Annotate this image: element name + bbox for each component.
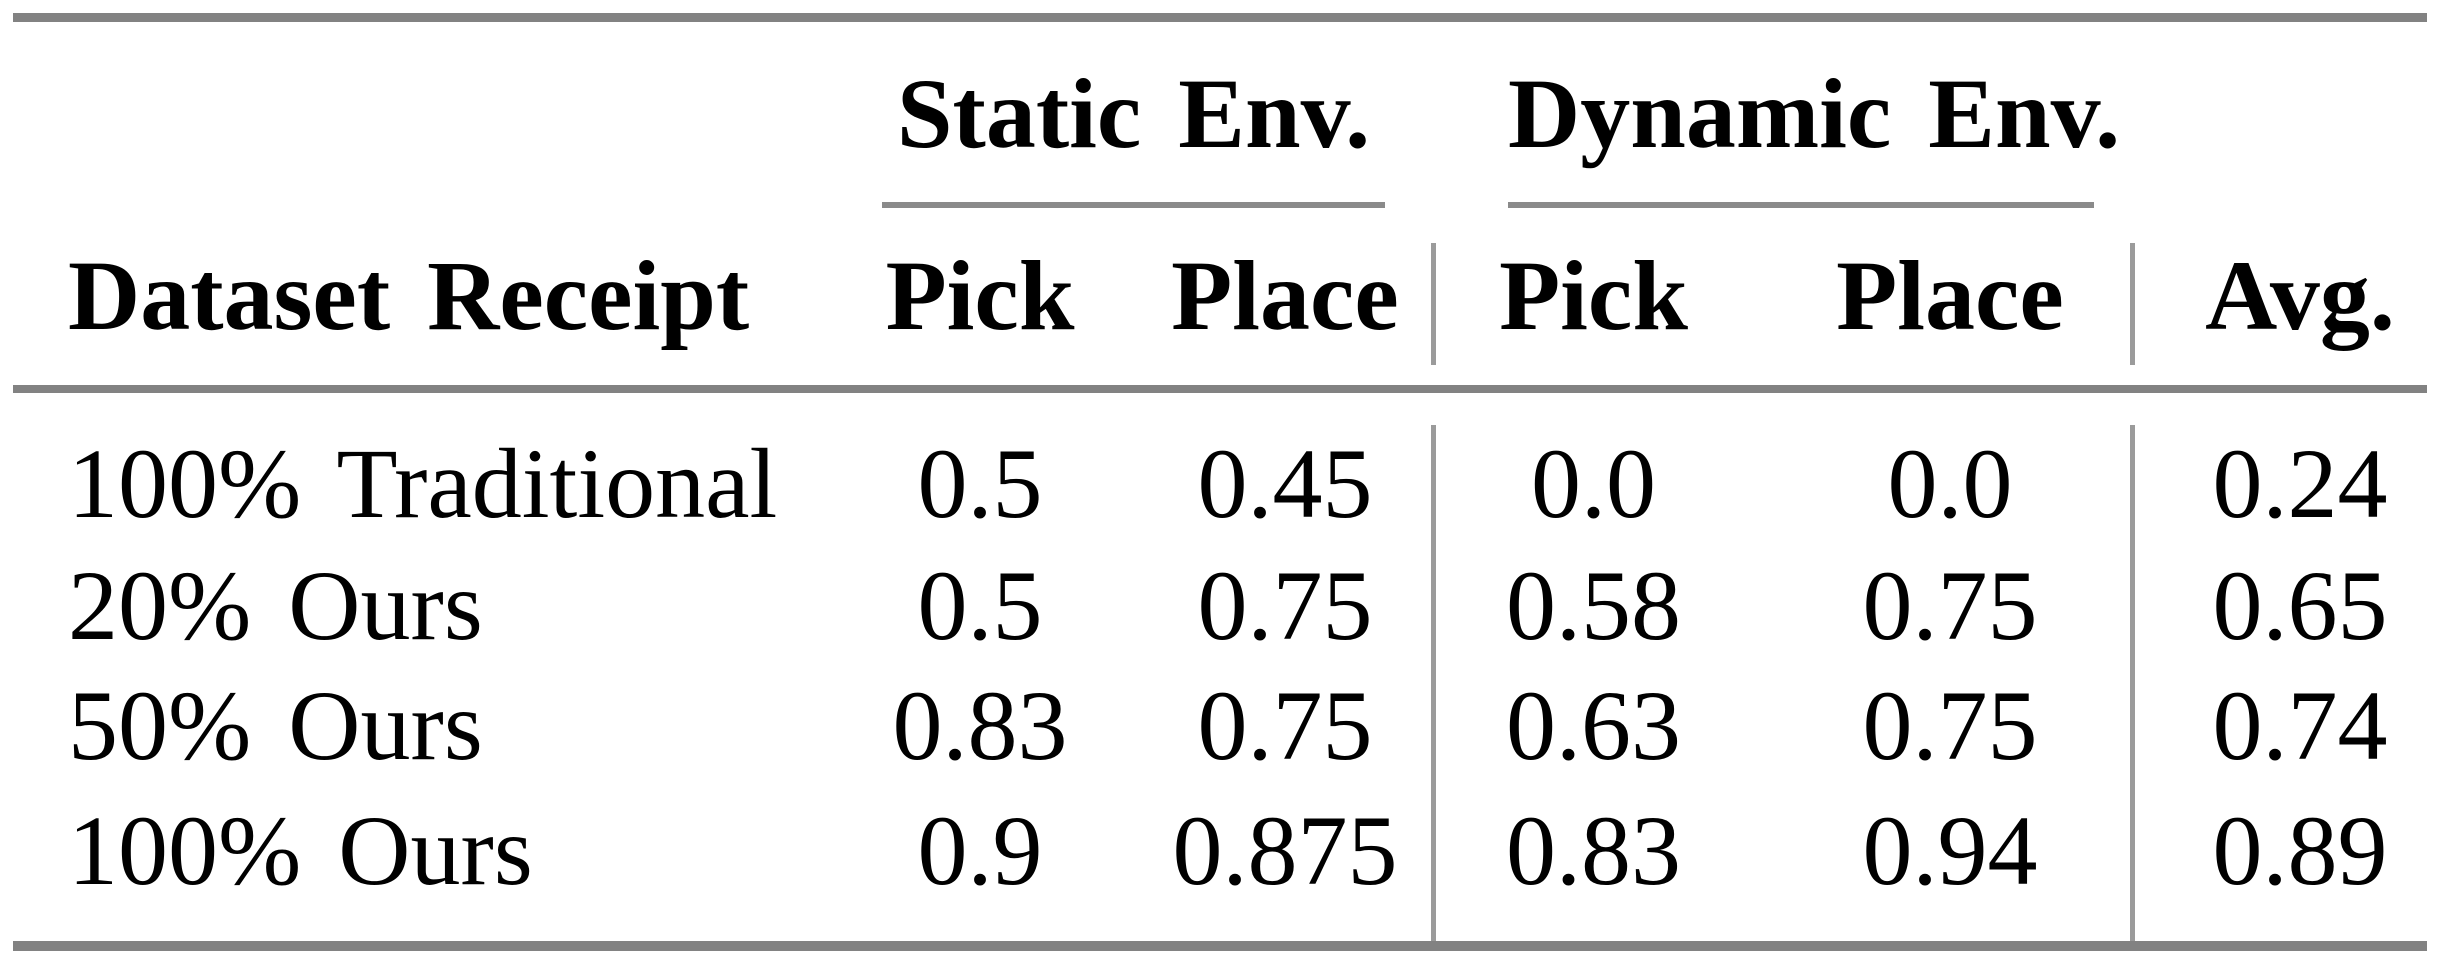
table-top-rule	[13, 13, 2427, 22]
row-label: 100% Ours	[68, 795, 533, 906]
header-dynamic-place: Place	[1836, 240, 2064, 351]
cell-static-pick: 0.9	[917, 795, 1043, 906]
cell-dynamic-pick: 0.58	[1506, 550, 1681, 661]
table-bottom-rule	[13, 941, 2427, 951]
cell-static-pick: 0.5	[917, 428, 1043, 539]
vertical-rule-static-dynamic-header	[1431, 243, 1436, 365]
header-separator-rule	[13, 385, 2427, 393]
header-dynamic-pick: Pick	[1499, 240, 1688, 351]
cell-static-pick: 0.5	[917, 550, 1043, 661]
cell-static-place: 0.75	[1197, 550, 1373, 661]
cell-avg: 0.24	[2212, 428, 2388, 539]
header-avg: Avg.	[2205, 240, 2395, 351]
cell-dynamic-place: 0.75	[1862, 670, 2038, 781]
cell-avg: 0.65	[2212, 550, 2388, 661]
cell-static-place: 0.75	[1197, 670, 1373, 781]
cell-dynamic-pick: 0.83	[1506, 795, 1681, 906]
header-static-pick: Pick	[885, 240, 1075, 351]
cell-dynamic-pick: 0.0	[1531, 428, 1656, 539]
column-group-static-env: Static Env.	[896, 58, 1371, 169]
static-env-underline	[882, 202, 1385, 208]
vertical-rule-static-dynamic-body	[1431, 425, 1436, 941]
cell-avg: 0.74	[2212, 670, 2388, 781]
cell-static-place: 0.875	[1172, 795, 1398, 906]
cell-dynamic-pick: 0.63	[1506, 670, 1681, 781]
cell-static-pick: 0.83	[892, 670, 1068, 781]
cell-avg: 0.89	[2212, 795, 2388, 906]
vertical-rule-dynamic-avg-header	[2130, 243, 2135, 365]
dynamic-env-underline	[1508, 202, 2094, 208]
row-label: 50% Ours	[68, 670, 483, 781]
row-label: 20% Ours	[68, 550, 483, 661]
header-static-place: Place	[1171, 240, 1399, 351]
row-label: 100% Traditional	[68, 428, 778, 539]
cell-dynamic-place: 0.0	[1887, 428, 2013, 539]
column-group-dynamic-env: Dynamic Env.	[1508, 58, 2121, 169]
cell-static-place: 0.45	[1197, 428, 1373, 539]
cell-dynamic-place: 0.75	[1862, 550, 2038, 661]
header-dataset-receipt: Dataset Receipt	[68, 240, 750, 351]
cell-dynamic-place: 0.94	[1862, 795, 2038, 906]
vertical-rule-dynamic-avg-body	[2130, 425, 2135, 941]
